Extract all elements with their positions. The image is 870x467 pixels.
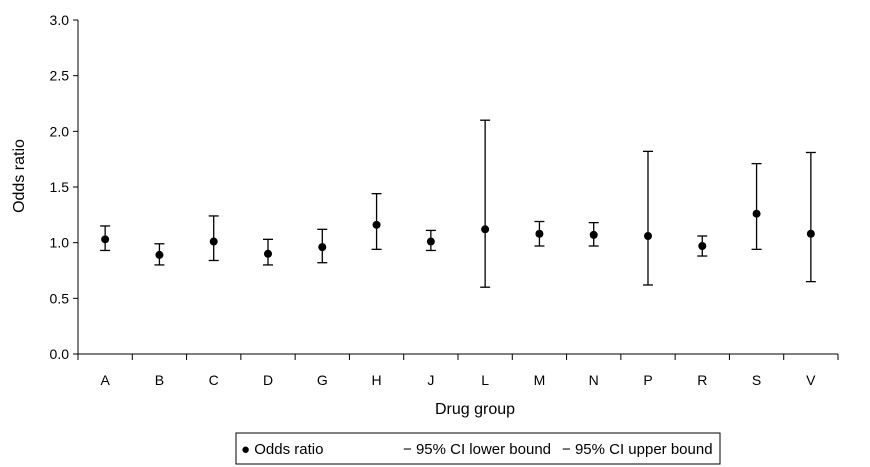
error-bar-J: [425, 229, 436, 252]
error-bar-N: [588, 221, 599, 247]
y-tick-label: 1.5: [50, 179, 70, 195]
error-bar-P: [643, 150, 653, 286]
legend-symbol-dash-upper: −: [562, 441, 571, 458]
error-bar-R: [697, 235, 708, 257]
odds-ratio-point: [644, 231, 652, 240]
odds-ratio-point: [752, 209, 761, 218]
x-tick-label: N: [589, 372, 599, 388]
y-tick-label: 0.5: [50, 290, 70, 306]
y-tick-label: 2.5: [50, 68, 70, 84]
y-tick-label: 3.0: [50, 12, 70, 28]
error-bar-S: [751, 162, 762, 250]
x-tick-label: L: [481, 372, 489, 388]
error-bar-G: [317, 228, 328, 264]
x-axis-label: Drug group: [435, 401, 515, 418]
x-tick-label: M: [534, 372, 546, 388]
x-tick-label: S: [752, 372, 761, 388]
legend-symbol-dot: ●: [241, 441, 250, 458]
x-tick-label: R: [697, 372, 707, 388]
error-bar-C: [208, 215, 219, 262]
legend-symbol-dash-lower: −: [403, 441, 412, 458]
odds-ratio-point: [264, 249, 272, 258]
odds-ratio-point: [698, 242, 707, 251]
y-axis-ticks: 0.0 0.5 1.0 1.5 2.0 2.5 3.0: [50, 12, 78, 362]
error-bar-M: [534, 220, 545, 247]
odds-ratio-point: [101, 235, 110, 244]
error-bar-D: [263, 238, 273, 266]
legend-box: [235, 432, 721, 465]
legend-item-odds-ratio: ● Odds ratio: [241, 441, 323, 458]
odds-ratio-point: [589, 230, 598, 239]
odds-ratio-point: [481, 225, 490, 234]
error-bar-L: [480, 119, 491, 288]
x-tick-label: D: [263, 372, 273, 388]
error-bar-series: [100, 119, 816, 288]
legend-item-ci-lower: − 95% CI lower bound: [403, 441, 551, 458]
legend: ● Odds ratio − 95% CI lower bound − 95% …: [235, 432, 721, 465]
x-tick-label: A: [100, 372, 110, 388]
legend-label-odds-ratio: Odds ratio: [254, 441, 323, 458]
x-tick-label: C: [209, 372, 219, 388]
legend-label-ci-lower: 95% CI lower bound: [416, 441, 551, 458]
x-tick-label: J: [427, 372, 434, 388]
y-tick-label: 0.0: [50, 346, 70, 362]
legend-label-ci-upper: 95% CI upper bound: [575, 441, 713, 458]
x-tick-label: H: [372, 372, 382, 388]
x-tick-label: G: [317, 372, 328, 388]
y-tick-label: 1.0: [50, 235, 70, 251]
y-axis-label: Odds ratio: [11, 139, 28, 213]
x-tick-label: V: [806, 372, 816, 388]
error-bar-H: [371, 193, 382, 250]
odds-ratio-point: [155, 250, 164, 259]
legend-item-ci-upper: − 95% CI upper bound: [562, 441, 713, 458]
odds-ratio-point: [318, 243, 327, 252]
x-tick-label: P: [643, 372, 652, 388]
odds-ratio-point: [806, 229, 815, 238]
x-tick-label: B: [155, 372, 164, 388]
error-bar-B: [154, 243, 165, 266]
odds-ratio-point: [372, 220, 381, 229]
odds-ratio-point: [209, 237, 218, 246]
error-bar-V: [805, 151, 816, 283]
error-bar-A: [100, 225, 111, 252]
odds-ratio-point: [426, 237, 435, 246]
y-tick-label: 2.0: [50, 123, 70, 139]
odds-ratio-point: [535, 229, 544, 238]
